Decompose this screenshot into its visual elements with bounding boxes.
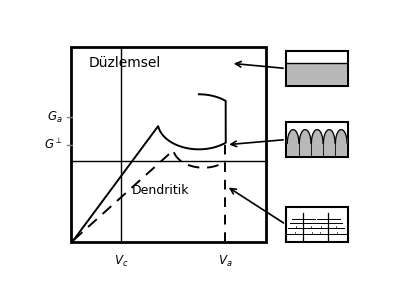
Bar <box>287 143 347 156</box>
Bar <box>71 47 266 242</box>
Bar <box>286 51 348 86</box>
Text: Dendritik: Dendritik <box>132 184 189 197</box>
Polygon shape <box>299 130 311 143</box>
Polygon shape <box>323 130 335 143</box>
Polygon shape <box>287 130 299 143</box>
Text: Düzlemsel: Düzlemsel <box>89 56 161 70</box>
Text: $G^{\perp}$: $G^{\perp}$ <box>44 137 63 152</box>
Bar <box>286 207 348 242</box>
Text: $G_a$: $G_a$ <box>47 110 63 125</box>
Text: $V_c$: $V_c$ <box>114 254 128 269</box>
Bar <box>286 122 348 157</box>
Polygon shape <box>311 130 323 143</box>
Bar <box>287 63 347 85</box>
Polygon shape <box>335 130 347 143</box>
Text: $V_a$: $V_a$ <box>217 254 232 269</box>
